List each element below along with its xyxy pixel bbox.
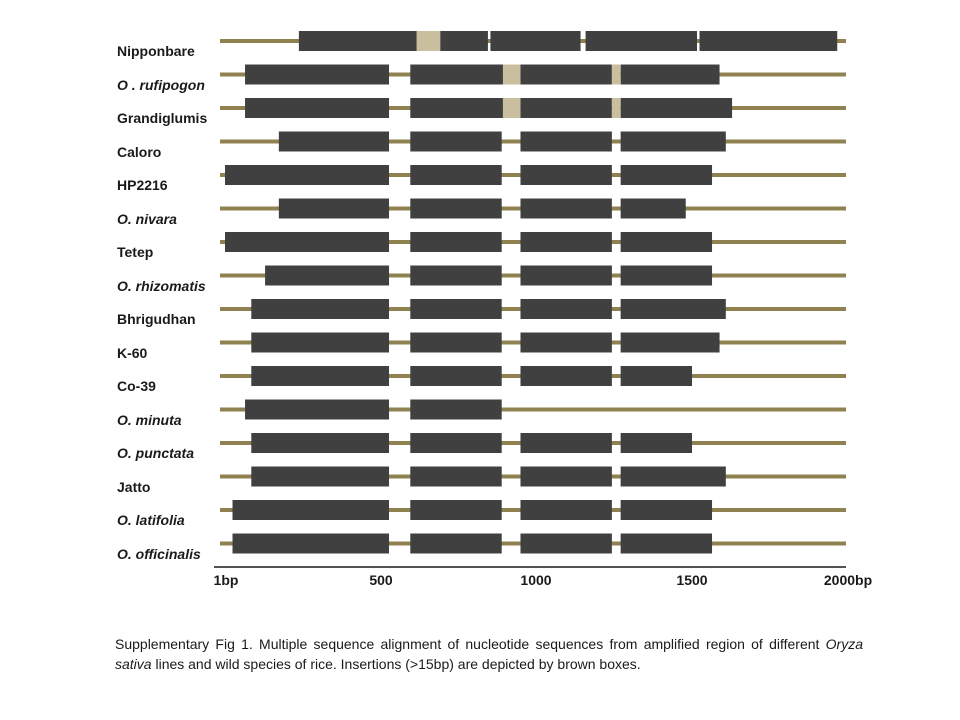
sequence-segment bbox=[620, 366, 693, 386]
track-label: O. rhizomatis bbox=[117, 277, 206, 294]
caption-text-2: lines and wild species of rice. Insertio… bbox=[151, 656, 641, 672]
sequence-segment bbox=[410, 399, 502, 420]
sequence-segment bbox=[620, 299, 726, 319]
track-label: O. punctata bbox=[117, 445, 195, 461]
track-label: HP2216 bbox=[117, 177, 168, 193]
sequence-segment bbox=[620, 500, 713, 520]
sequence-segment bbox=[410, 64, 503, 85]
track-label: Grandiglumis bbox=[117, 110, 208, 126]
insertion-box bbox=[502, 98, 521, 118]
sequence-segment bbox=[520, 165, 612, 185]
sequence-segment bbox=[278, 131, 390, 152]
sequence-segment bbox=[620, 198, 686, 219]
sequence-segment bbox=[520, 131, 612, 152]
caption-species: Oryza sativa bbox=[115, 636, 863, 672]
sequence-segment bbox=[410, 98, 503, 118]
track-label: O. nivara bbox=[117, 210, 177, 227]
track-label: O. officinalis bbox=[117, 545, 201, 562]
sequence-segment bbox=[410, 433, 502, 453]
sequence-segment bbox=[699, 31, 838, 51]
sequence-segment bbox=[520, 466, 612, 487]
track-label: Tetep bbox=[117, 244, 154, 260]
sequence-segment bbox=[410, 232, 502, 252]
sequence-segment bbox=[245, 64, 390, 85]
caption-text-1: Supplementary Fig 1. Multiple sequence a… bbox=[115, 636, 826, 652]
insertion-box bbox=[611, 98, 621, 118]
sequence-segment bbox=[251, 433, 390, 453]
sequence-segment bbox=[245, 98, 390, 118]
sequence-segment bbox=[620, 64, 720, 85]
sequence-segment bbox=[620, 165, 713, 185]
sequence-segment bbox=[585, 31, 698, 51]
sequence-segment bbox=[620, 433, 693, 453]
sequence-segment bbox=[278, 198, 390, 219]
sequence-segment bbox=[410, 533, 502, 554]
sequence-segment bbox=[298, 31, 488, 51]
sequence-segment bbox=[410, 332, 502, 353]
figure-caption: Supplementary Fig 1. Multiple sequence a… bbox=[115, 634, 863, 674]
insertion-box bbox=[416, 31, 441, 51]
sequence-segment bbox=[225, 165, 390, 185]
insertion-box bbox=[611, 64, 621, 85]
sequence-segment bbox=[620, 232, 713, 252]
sequence-segment bbox=[520, 198, 612, 219]
axis-tick-label: 500 bbox=[369, 572, 393, 588]
sequence-segment bbox=[620, 265, 713, 286]
sequence-segment bbox=[520, 332, 612, 353]
track-label: Bhrigudhan bbox=[117, 311, 196, 327]
sequence-segment bbox=[520, 533, 612, 554]
sequence-segment bbox=[520, 232, 612, 252]
track-label: O. latifolia bbox=[117, 512, 185, 528]
sequence-segment bbox=[520, 366, 612, 386]
insertion-box bbox=[502, 64, 521, 85]
axis-tick-label: 1bp bbox=[213, 572, 239, 588]
track-label: Jatto bbox=[117, 478, 151, 495]
sequence-segment bbox=[251, 299, 390, 319]
sequence-segment bbox=[620, 466, 726, 487]
axis-tick-label: 1000 bbox=[520, 572, 552, 588]
track-label: O . rufipogon bbox=[117, 76, 205, 93]
sequence-segment bbox=[520, 500, 612, 520]
track-label: K-60 bbox=[117, 344, 148, 361]
sequence-segment bbox=[520, 64, 612, 85]
track-label: Nipponbare bbox=[117, 43, 195, 59]
track-label: O. minuta bbox=[117, 411, 182, 428]
sequence-segment bbox=[410, 165, 502, 185]
sequence-segment bbox=[520, 98, 612, 118]
sequence-segment bbox=[232, 500, 390, 520]
sequence-segment bbox=[410, 299, 502, 319]
sequence-segment bbox=[251, 332, 390, 353]
track-label: Co-39 bbox=[117, 378, 156, 394]
sequence-segment bbox=[490, 31, 581, 51]
track-label: Caloro bbox=[117, 143, 162, 160]
sequence-segment bbox=[410, 466, 502, 487]
sequence-segment bbox=[251, 466, 390, 487]
sequence-segment bbox=[520, 299, 612, 319]
sequence-segment bbox=[620, 98, 733, 118]
sequence-segment bbox=[620, 131, 726, 152]
sequence-segment bbox=[225, 232, 390, 252]
sequence-segment bbox=[620, 332, 720, 353]
sequence-segment bbox=[251, 366, 390, 386]
sequence-segment bbox=[410, 265, 502, 286]
sequence-segment bbox=[232, 533, 390, 554]
sequence-segment bbox=[410, 500, 502, 520]
sequence-segment bbox=[410, 198, 502, 219]
sequence-segment bbox=[520, 265, 612, 286]
sequence-segment bbox=[410, 131, 502, 152]
axis-tick-label: 2000bp bbox=[823, 572, 873, 588]
sequence-segment bbox=[245, 399, 390, 420]
sequence-segment bbox=[410, 366, 502, 386]
sequence-segment bbox=[520, 433, 612, 453]
sequence-segment bbox=[620, 533, 713, 554]
sequence-segment bbox=[265, 265, 390, 286]
axis-tick-label: 1500 bbox=[676, 572, 708, 588]
